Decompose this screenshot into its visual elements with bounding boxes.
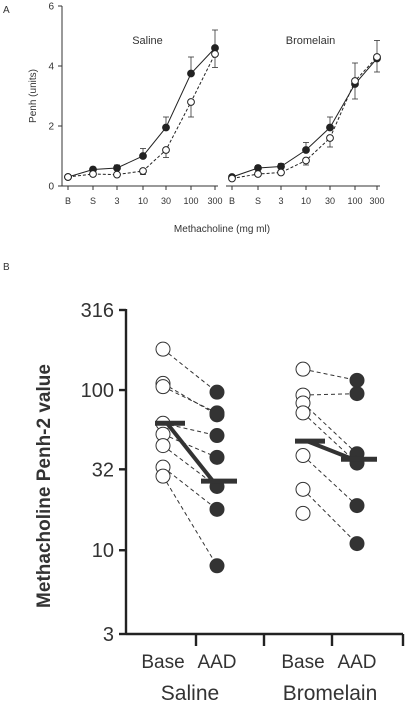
data-point-open [351, 77, 359, 85]
group-label: Bromelain [283, 682, 378, 704]
paired-line [162, 382, 218, 416]
y-tick-label: 6 [48, 2, 54, 13]
data-point-open [228, 174, 236, 183]
data-point-aad [349, 536, 365, 552]
data-point-filled [139, 152, 147, 160]
paired-line [302, 488, 358, 544]
paired-line [302, 455, 358, 506]
y-tick-label: 100 [81, 380, 114, 402]
x-axis-label: Methacholine (mg ml) [174, 224, 270, 235]
data-point-base [155, 341, 171, 357]
y-tick-label: 32 [92, 459, 114, 481]
data-point-filled [113, 164, 121, 172]
panel-label-b: B [3, 262, 10, 273]
x-tick-label: 10 [138, 196, 148, 206]
data-point-filled [162, 123, 170, 132]
data-point-aad [209, 558, 225, 574]
data-point-open [277, 168, 285, 177]
x-tick-label: 100 [347, 196, 362, 206]
paired-line [162, 433, 218, 458]
data-point-open [89, 170, 97, 178]
y-axis-label: Penh (units) [28, 69, 39, 123]
x-tick-label: Base [141, 652, 184, 673]
data-point-open [113, 170, 121, 179]
data-point-base [155, 379, 171, 395]
x-tick-label: 300 [207, 196, 222, 206]
paired-line [162, 348, 218, 393]
data-point-open [64, 173, 72, 181]
y-tick-label: 2 [48, 122, 54, 133]
data-point-open [187, 98, 195, 106]
x-tick-label: B [229, 196, 235, 206]
y-axis-label: Methacholine Penh-2 value [34, 364, 55, 608]
x-tick-label: 3 [114, 196, 119, 206]
data-point-open [302, 156, 310, 165]
panel-label-a: A [3, 5, 10, 16]
paired-line [162, 466, 218, 510]
data-point-open [162, 146, 170, 154]
data-point-filled [302, 146, 310, 154]
data-point-base [155, 468, 171, 484]
x-tick-label: AAD [337, 652, 376, 673]
y-tick-label: 10 [92, 540, 114, 562]
x-tick-label: B [65, 196, 71, 206]
data-point-aad [209, 405, 225, 421]
data-point-open [139, 167, 147, 175]
panel-a: 0 2 4 6 Penh (units) B S 3 10 30 100 300 Saline B S 3 10… [28, 2, 385, 236]
x-tick-label: S [255, 196, 261, 206]
x-tick-label: 3 [278, 196, 283, 206]
chart-title: Bromelain [286, 35, 336, 47]
x-tick-label: 300 [369, 196, 384, 206]
data-point-filled [326, 123, 334, 132]
data-point-aad [349, 386, 365, 402]
data-point-aad [209, 501, 225, 517]
panel-b: 3 10 32 100 316 Methacholine Penh-2 value Base… [34, 300, 405, 704]
x-tick-label: Base [281, 652, 324, 673]
group-label: Saline [161, 682, 219, 704]
x-tick-label: 30 [325, 196, 335, 206]
data-point-aad [349, 372, 365, 388]
data-point-filled [187, 69, 195, 78]
data-point-base [295, 505, 311, 521]
chart-title: Saline [132, 35, 163, 47]
data-point-aad [209, 384, 225, 400]
data-point-base [295, 448, 311, 464]
paired-line [302, 393, 358, 396]
data-point-base [295, 405, 311, 421]
data-point-base [295, 481, 311, 497]
x-tick-label: 10 [301, 196, 311, 206]
data-point-base [295, 361, 311, 377]
data-point-open [326, 134, 334, 142]
data-point-base [155, 438, 171, 454]
data-point-open [254, 170, 262, 178]
paired-line [162, 386, 218, 414]
x-tick-label: S [90, 196, 96, 206]
mean-connector [306, 439, 354, 462]
y-tick-label: 316 [81, 300, 114, 322]
paired-line [302, 368, 358, 381]
data-point-aad [209, 449, 225, 465]
data-point-aad [349, 498, 365, 514]
paired-line [162, 475, 218, 567]
data-point-aad [209, 428, 225, 444]
data-point-open [373, 53, 381, 61]
y-tick-label: 3 [103, 624, 114, 646]
y-tick-label: 0 [48, 182, 54, 193]
y-tick-label: 4 [48, 62, 54, 73]
paired-line [302, 402, 358, 455]
paired-line [302, 412, 358, 464]
x-tick-label: 30 [161, 196, 171, 206]
mean-connector [165, 422, 215, 483]
x-tick-label: 100 [183, 196, 198, 206]
data-point-open [211, 50, 219, 58]
x-tick-label: AAD [197, 652, 236, 673]
